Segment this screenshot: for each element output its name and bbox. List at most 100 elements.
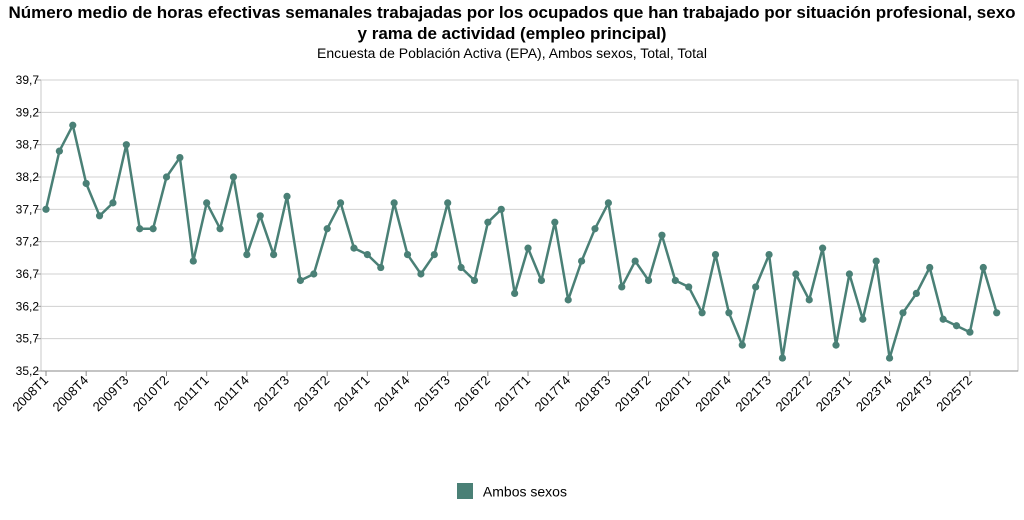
data-point[interactable]	[832, 341, 840, 349]
data-point[interactable]	[162, 173, 171, 181]
y-tick-label: 35,2	[16, 364, 40, 378]
y-tick-label: 37,2	[16, 235, 40, 249]
x-tick-label: 2013T2	[291, 373, 333, 415]
data-point[interactable]	[42, 205, 50, 213]
data-point[interactable]	[805, 296, 813, 304]
data-point[interactable]	[403, 251, 412, 259]
data-point[interactable]	[551, 218, 559, 226]
data-point[interactable]	[952, 322, 961, 330]
data-point[interactable]	[229, 173, 238, 181]
data-point[interactable]	[189, 257, 197, 265]
data-point[interactable]	[203, 199, 211, 207]
data-point[interactable]	[591, 225, 599, 233]
data-point[interactable]	[336, 199, 345, 207]
data-point[interactable]	[350, 244, 358, 252]
data-point[interactable]	[792, 270, 800, 278]
data-point[interactable]	[711, 251, 720, 259]
data-point[interactable]	[979, 263, 987, 272]
y-tick-label: 37,7	[16, 202, 40, 216]
data-point[interactable]	[243, 251, 251, 259]
x-tick-label: 2017T1	[491, 373, 533, 415]
chart-title: Número medio de horas efectivas semanale…	[8, 3, 1016, 43]
x-tick-label: 2017T4	[532, 373, 574, 415]
data-point[interactable]	[698, 309, 706, 317]
data-point[interactable]	[470, 276, 479, 285]
data-point[interactable]	[310, 270, 318, 278]
data-point[interactable]	[564, 296, 572, 304]
data-point[interactable]	[417, 270, 425, 278]
data-point[interactable]	[497, 205, 505, 213]
x-tick-label: 2008T4	[50, 373, 92, 415]
data-point[interactable]	[618, 283, 626, 291]
data-point[interactable]	[323, 225, 331, 233]
data-point[interactable]	[819, 244, 827, 252]
legend-swatch	[457, 483, 474, 500]
data-point[interactable]	[270, 251, 278, 259]
legend[interactable]: Ambos sexos	[0, 482, 1024, 500]
data-point[interactable]	[55, 147, 63, 155]
x-tick-label: 2021T3	[732, 373, 774, 415]
data-point[interactable]	[859, 315, 867, 323]
data-point[interactable]	[511, 289, 519, 297]
data-point[interactable]	[604, 199, 612, 207]
y-tick-label: 39,2	[16, 105, 40, 119]
data-point[interactable]	[671, 276, 679, 285]
data-point[interactable]	[390, 199, 398, 207]
data-point[interactable]	[725, 309, 733, 317]
data-point[interactable]	[69, 121, 77, 129]
data-point[interactable]	[149, 225, 157, 233]
data-point[interactable]	[685, 283, 693, 291]
data-point[interactable]	[845, 270, 854, 278]
x-tick-label: 2014T1	[331, 373, 373, 415]
data-point[interactable]	[524, 244, 532, 252]
data-point[interactable]	[283, 192, 291, 200]
data-point[interactable]	[993, 309, 1001, 317]
data-point[interactable]	[939, 315, 947, 323]
data-point[interactable]	[377, 263, 385, 272]
data-point[interactable]	[578, 257, 586, 265]
x-tick-label: 2010T2	[130, 373, 172, 415]
data-point[interactable]	[644, 276, 653, 285]
series-line-ambos-sexos	[44, 124, 998, 360]
x-tick-label: 2020T4	[692, 373, 734, 415]
data-point[interactable]	[484, 218, 492, 226]
data-point[interactable]	[296, 276, 305, 285]
x-tick-label: 2009T3	[90, 373, 132, 415]
data-point[interactable]	[136, 225, 144, 233]
y-tick-label: 38,7	[16, 138, 40, 152]
data-point[interactable]	[537, 276, 546, 285]
data-point[interactable]	[457, 263, 465, 272]
x-tick-label: 2025T2	[933, 373, 975, 415]
data-point[interactable]	[926, 263, 934, 272]
data-point[interactable]	[216, 225, 224, 233]
y-tick-label: 38,2	[16, 170, 40, 184]
data-point[interactable]	[363, 251, 371, 259]
data-point[interactable]	[109, 199, 117, 207]
x-tick-label: 2011T4	[211, 373, 252, 414]
data-point[interactable]	[95, 212, 104, 220]
data-point[interactable]	[885, 354, 894, 362]
data-point[interactable]	[765, 251, 773, 259]
data-point[interactable]	[658, 231, 666, 239]
data-point[interactable]	[82, 179, 90, 188]
y-tick-label: 35,7	[16, 332, 40, 346]
x-tick-label: 2019T2	[612, 373, 654, 415]
data-point[interactable]	[444, 199, 452, 207]
data-point[interactable]	[899, 309, 907, 317]
chart-header: Número medio de horas efectivas semanale…	[0, 2, 1024, 61]
data-point[interactable]	[631, 257, 639, 265]
data-point[interactable]	[256, 212, 264, 220]
data-point[interactable]	[778, 354, 787, 362]
x-tick-label: 2014T4	[371, 373, 413, 415]
data-point[interactable]	[912, 289, 920, 297]
data-point[interactable]	[122, 141, 130, 149]
data-point[interactable]	[966, 328, 974, 336]
data-point[interactable]	[752, 283, 760, 291]
data-point[interactable]	[176, 154, 184, 162]
y-tick-label: 36,7	[16, 267, 40, 281]
y-axis-ticks: 35,2 35,7 36,2 36,7 37,2 37,7 38,2 38,7 39,2 39,7	[16, 73, 41, 378]
data-point[interactable]	[872, 257, 880, 265]
data-point[interactable]	[738, 341, 746, 349]
data-point[interactable]	[430, 251, 438, 259]
x-tick-label: 2023T4	[853, 373, 895, 415]
